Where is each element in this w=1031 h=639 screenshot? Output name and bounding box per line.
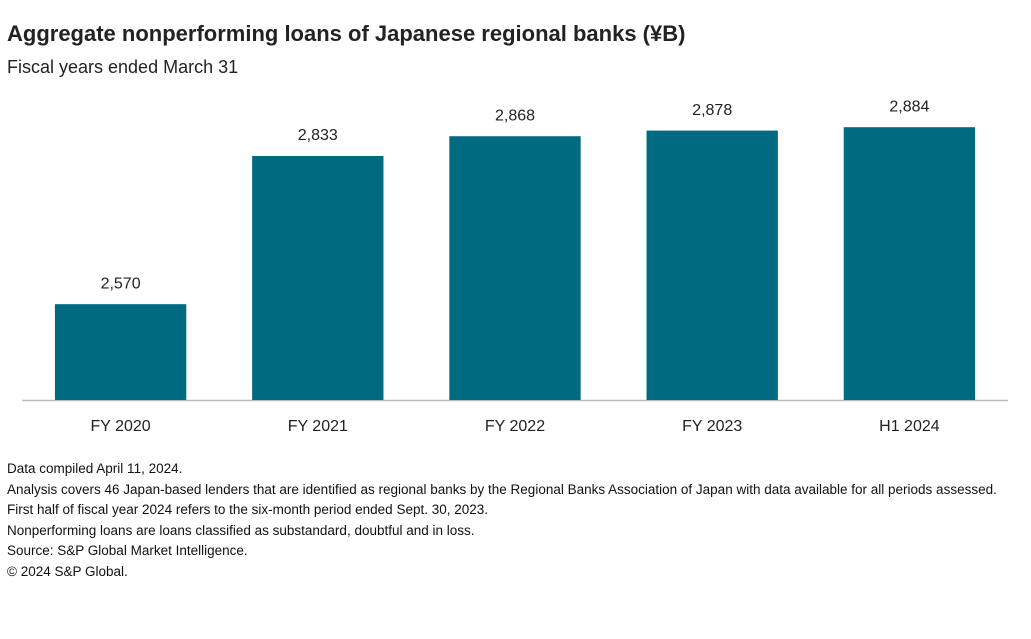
value-label: 2,878: [692, 102, 732, 119]
bar: [252, 155, 384, 400]
footnote: First half of fiscal year 2024 refers to…: [7, 502, 489, 517]
bar: [646, 130, 778, 400]
value-label: 2,570: [101, 275, 141, 292]
footnote: Analysis covers 46 Japan-based lenders t…: [7, 481, 997, 497]
x-tick-label: H1 2024: [879, 418, 940, 435]
footnote: © 2024 S&P Global.: [7, 563, 128, 579]
chart-title: Aggregate nonperforming loans of Japanes…: [7, 21, 685, 46]
value-label: 2,833: [298, 127, 338, 144]
x-tick-label: FY 2023: [682, 418, 742, 435]
bar: [843, 127, 976, 400]
x-tick-label: FY 2022: [485, 418, 545, 435]
bar: [54, 304, 187, 400]
value-label: 2,884: [889, 98, 929, 115]
x-tick-label: FY 2020: [90, 418, 150, 435]
bar: [449, 136, 581, 400]
chart: Aggregate nonperforming loans of Japanes…: [7, 21, 1008, 435]
footnote: Source: S&P Global Market Intelligence.: [7, 543, 248, 558]
value-label: 2,868: [495, 107, 535, 124]
footnote: Data compiled April 11, 2024.: [7, 461, 183, 476]
footnotes: Data compiled April 11, 2024. Analysis co…: [7, 461, 1017, 584]
footnote: Nonperforming loans are loans classified…: [7, 522, 475, 538]
x-tick-label: FY 2021: [288, 418, 348, 435]
chart-subtitle: Fiscal years ended March 31: [7, 57, 238, 77]
